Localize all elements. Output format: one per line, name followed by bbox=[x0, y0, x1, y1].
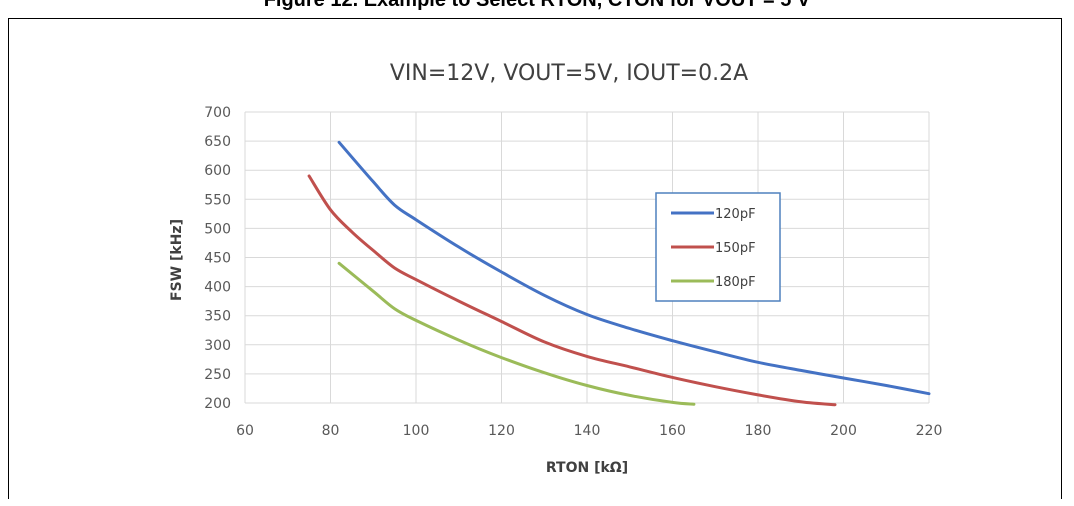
series-line-180pF bbox=[337, 261, 696, 406]
y-tick-label: 650 bbox=[204, 134, 231, 150]
x-tick-label: 180 bbox=[745, 423, 772, 439]
legend-label: 180pF bbox=[715, 275, 756, 290]
x-tick-label: 100 bbox=[403, 423, 430, 439]
legend: 120pF 150pF 180pF bbox=[655, 192, 781, 302]
chart-title: VIN=12V, VOUT=5V, IOUT=0.2A bbox=[390, 61, 748, 86]
figure-frame bbox=[8, 18, 1062, 499]
series-line-120pF bbox=[337, 140, 931, 396]
legend-label: 150pF bbox=[715, 241, 756, 256]
series-lines bbox=[307, 140, 931, 407]
x-tick-label: 200 bbox=[830, 423, 857, 439]
y-tick-labels: 200 250 300 350 400 450 500 550 600 650 700 bbox=[204, 105, 231, 412]
y-tick-label: 200 bbox=[204, 396, 231, 412]
y-tick-label: 300 bbox=[204, 338, 231, 354]
y-tick-label: 550 bbox=[204, 192, 231, 208]
y-tick-label: 450 bbox=[204, 251, 231, 267]
y-tick-label: 500 bbox=[204, 221, 231, 237]
figure-caption: Figure 12. Example to Select RTON, CTON … bbox=[263, 0, 811, 11]
y-tick-label: 700 bbox=[204, 105, 231, 121]
y-tick-label: 350 bbox=[204, 309, 231, 325]
x-tick-label: 140 bbox=[574, 423, 601, 439]
x-tick-label: 80 bbox=[322, 423, 340, 439]
y-tick-label: 600 bbox=[204, 163, 231, 179]
x-tick-label: 120 bbox=[488, 423, 515, 439]
y-tick-label: 400 bbox=[204, 280, 231, 296]
y-tick-label: 250 bbox=[204, 367, 231, 383]
x-tick-labels: 60 80 100 120 140 160 180 200 220 bbox=[236, 423, 942, 439]
x-tick-label: 60 bbox=[236, 423, 254, 439]
x-tick-label: 220 bbox=[916, 423, 943, 439]
x-axis-label: RTON [kΩ] bbox=[546, 460, 628, 476]
chart-grid bbox=[244, 111, 930, 404]
legend-label: 120pF bbox=[715, 207, 756, 222]
y-axis-label: FSW [kHz] bbox=[169, 219, 185, 301]
series-line-150pF bbox=[307, 174, 837, 407]
x-tick-label: 160 bbox=[659, 423, 686, 439]
